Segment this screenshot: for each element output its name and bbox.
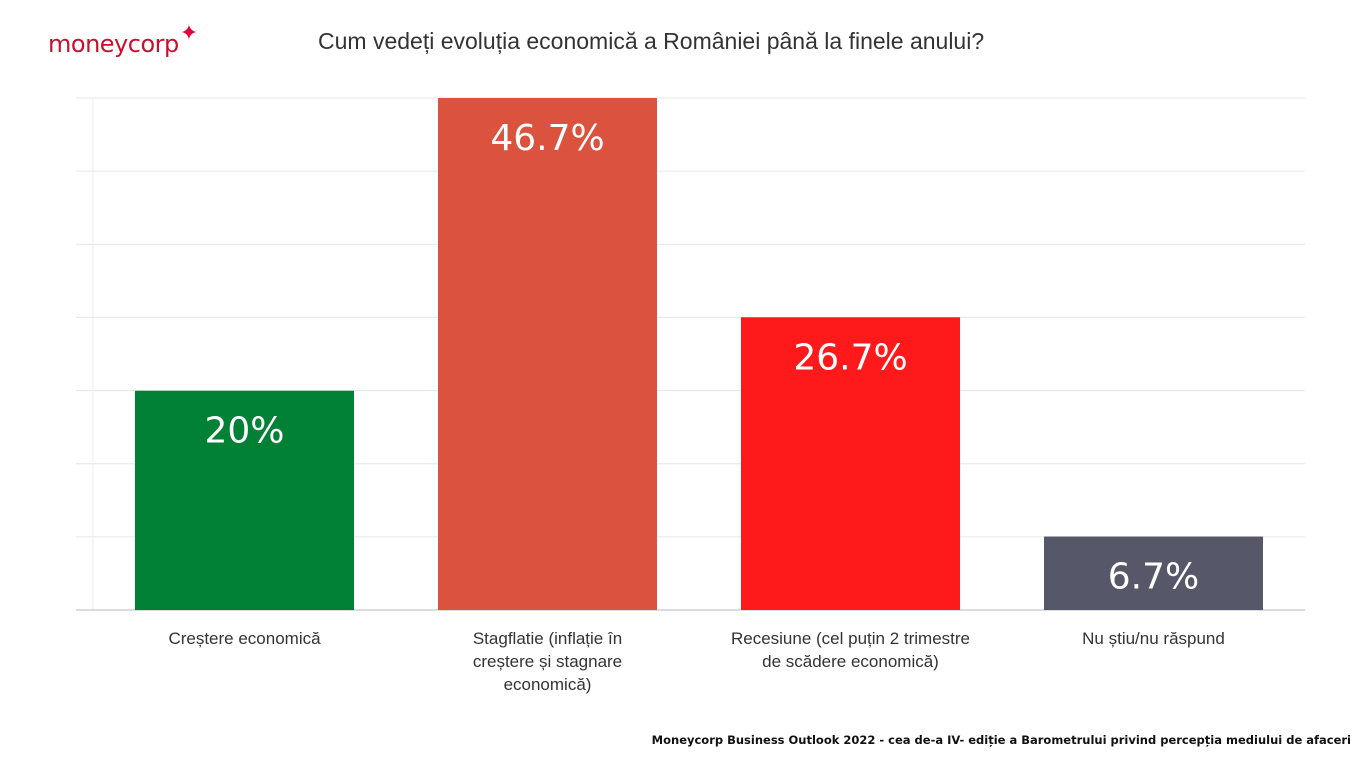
category-label: Creștere economică xyxy=(168,629,321,648)
bar xyxy=(135,390,354,610)
sparkle-star-icon: ✦ xyxy=(179,20,199,45)
data-label: 20% xyxy=(204,411,284,452)
moneycorp-logo: moneycorp ✦ xyxy=(48,22,198,62)
data-label: 26.7% xyxy=(793,337,907,378)
chart-title: Cum vedeți evoluția economică a României… xyxy=(318,28,985,54)
bar xyxy=(741,317,960,610)
category-label: Nu știu/nu răspund xyxy=(1082,629,1225,648)
category-label: Recesiune (cel puțin 2 trimestre de scăde… xyxy=(731,629,970,671)
data-label: 6.7% xyxy=(1108,557,1199,598)
category-label: Stagflatie (inflație în creștere și stagn… xyxy=(473,629,622,694)
source-note: Moneycorp Business Outlook 2022 - cea de… xyxy=(651,733,1351,747)
bar xyxy=(438,98,657,610)
bar xyxy=(1044,536,1263,610)
logo-text: moneycorp xyxy=(48,30,179,58)
data-label: 46.7% xyxy=(490,118,604,159)
